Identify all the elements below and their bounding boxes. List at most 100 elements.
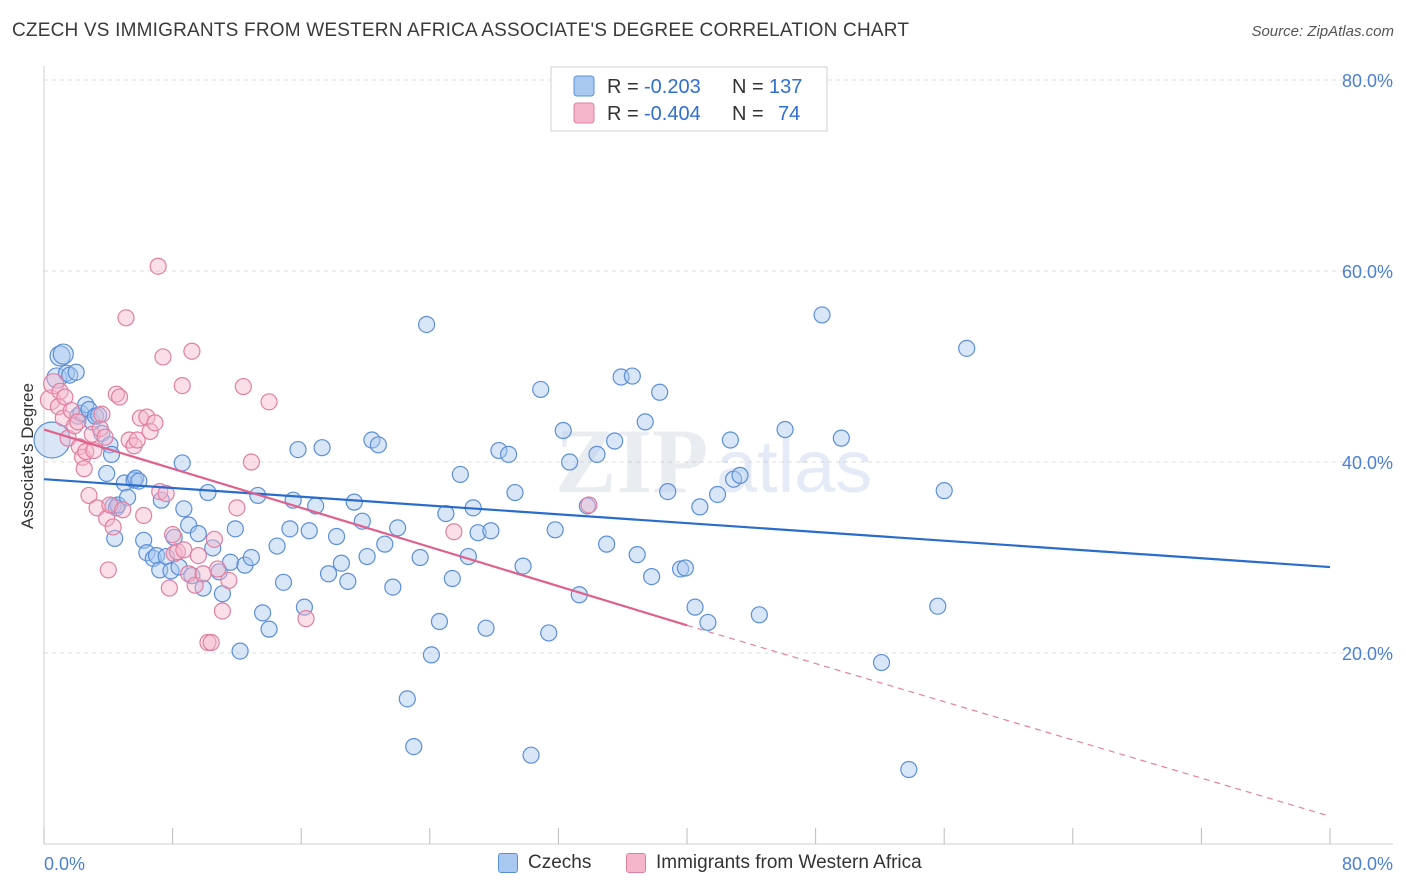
series-czechs bbox=[33, 306, 976, 779]
czech-point-117 bbox=[708, 485, 727, 504]
czech-point-83 bbox=[443, 569, 461, 588]
czech-point-48 bbox=[226, 520, 244, 538]
immigrant-point-46 bbox=[175, 541, 193, 559]
legend-item-czechs[interactable]: Czechs bbox=[498, 852, 591, 874]
czech-point-91 bbox=[499, 445, 518, 463]
legend-n-value-2: 74 bbox=[778, 103, 800, 125]
y-tick-label-2: 60.0% bbox=[1342, 262, 1393, 282]
immigrant-point-33 bbox=[135, 506, 153, 525]
immigrant-point-0 bbox=[39, 389, 62, 411]
czech-point-70 bbox=[358, 547, 376, 566]
czech-point-39 bbox=[180, 516, 198, 534]
immigrant-point-17 bbox=[88, 499, 106, 517]
immigrant-point-57 bbox=[220, 571, 238, 590]
y-tick-label-1: 40.0% bbox=[1342, 453, 1393, 473]
czech-point-118 bbox=[721, 431, 740, 449]
czech-point-124 bbox=[832, 429, 850, 447]
czech-point-80 bbox=[422, 646, 441, 664]
x-tick-label-0: 0.0% bbox=[44, 854, 85, 874]
legend-swatch-blue bbox=[573, 75, 595, 97]
immigrant-point-36 bbox=[146, 414, 164, 432]
watermark: ZIP atlas bbox=[555, 410, 872, 512]
legend-item-immigrants[interactable]: Immigrants from Western Africa bbox=[626, 852, 922, 874]
czech-point-34 bbox=[162, 562, 180, 580]
legend-n-label-2: N = bbox=[732, 103, 764, 125]
immigrant-point-51 bbox=[194, 565, 212, 583]
czech-point-78 bbox=[411, 548, 429, 567]
immigrant-point-35 bbox=[141, 422, 159, 441]
czech-point-88 bbox=[477, 619, 495, 637]
immigrant-point-55 bbox=[209, 560, 227, 578]
immigrant-point-62 bbox=[297, 610, 315, 628]
czech-point-56 bbox=[274, 573, 293, 591]
czech-point-99 bbox=[561, 453, 579, 471]
czech-point-64 bbox=[319, 565, 338, 583]
czech-point-84 bbox=[451, 465, 469, 484]
immigrant-point-22 bbox=[99, 561, 117, 579]
trend-line-immigrants bbox=[43, 428, 688, 627]
czech-point-66 bbox=[332, 554, 350, 572]
stats-legend: R = -0.203 N = 137 R = -0.404 N = 74 bbox=[550, 66, 828, 132]
immigrant-point-59 bbox=[234, 377, 252, 396]
legend-swatch-immigrants bbox=[626, 853, 646, 873]
immigrant-point-44 bbox=[168, 543, 187, 561]
czech-point-76 bbox=[398, 690, 416, 708]
immigrant-point-56 bbox=[213, 602, 232, 620]
czech-point-79 bbox=[417, 315, 436, 334]
czech-point-28 bbox=[138, 544, 156, 562]
czech-point-75 bbox=[389, 519, 407, 537]
immigrant-point-39 bbox=[154, 348, 172, 366]
immigrant-point-23 bbox=[101, 496, 119, 514]
immigrant-point-37 bbox=[149, 257, 167, 275]
czech-point-73 bbox=[376, 535, 394, 553]
czech-point-0 bbox=[33, 421, 71, 459]
czech-point-68 bbox=[345, 493, 363, 511]
immigrant-point-19 bbox=[93, 405, 111, 423]
series-immigrants bbox=[39, 257, 598, 652]
czech-point-110 bbox=[651, 383, 669, 401]
immigrant-point-18 bbox=[91, 419, 109, 438]
czech-point-37 bbox=[173, 454, 191, 472]
watermark-atlas: atlas bbox=[716, 425, 872, 508]
czech-point-57 bbox=[281, 520, 299, 538]
czech-point-95 bbox=[532, 380, 550, 399]
czech-point-102 bbox=[588, 445, 606, 463]
immigrant-point-63 bbox=[445, 523, 463, 541]
source-note: Source: ZipAtlas.com bbox=[1251, 23, 1394, 40]
czech-point-81 bbox=[430, 612, 449, 631]
czech-point-59 bbox=[289, 440, 307, 459]
axes bbox=[43, 66, 1393, 845]
czech-point-92 bbox=[506, 483, 524, 502]
trendlines bbox=[43, 428, 1331, 817]
czech-point-104 bbox=[606, 432, 624, 450]
czech-point-22 bbox=[115, 474, 133, 492]
czech-point-113 bbox=[676, 559, 694, 577]
bottom-legend: Czechs Immigrants from Western Africa bbox=[0, 852, 1406, 878]
immigrant-point-64 bbox=[580, 496, 598, 514]
czech-point-127 bbox=[929, 597, 947, 615]
legend-r-value-2: -0.404 bbox=[644, 103, 701, 125]
immigrant-point-53 bbox=[202, 633, 220, 652]
czech-point-98 bbox=[554, 421, 572, 440]
immigrant-point-20 bbox=[96, 428, 114, 446]
czech-point-123 bbox=[813, 306, 831, 324]
czech-point-87 bbox=[469, 524, 487, 542]
czech-point-90 bbox=[490, 441, 508, 460]
legend-label-immigrants: Immigrants from Western Africa bbox=[656, 852, 922, 873]
immigrant-point-28 bbox=[117, 309, 135, 327]
czech-point-111 bbox=[659, 483, 677, 501]
czech-point-126 bbox=[900, 760, 918, 779]
czech-point-72 bbox=[369, 436, 387, 454]
czech-point-43 bbox=[199, 483, 217, 502]
trend-line-immigrants-extension bbox=[686, 624, 1331, 817]
immigrant-point-14 bbox=[80, 486, 98, 505]
czech-point-17 bbox=[98, 464, 116, 483]
immigrant-point-58 bbox=[228, 499, 246, 517]
czech-point-96 bbox=[540, 624, 558, 642]
immigrant-point-24 bbox=[104, 518, 122, 536]
czech-point-74 bbox=[384, 578, 402, 596]
czech-point-54 bbox=[260, 620, 278, 638]
czech-point-106 bbox=[623, 367, 641, 385]
czech-point-77 bbox=[405, 737, 423, 756]
